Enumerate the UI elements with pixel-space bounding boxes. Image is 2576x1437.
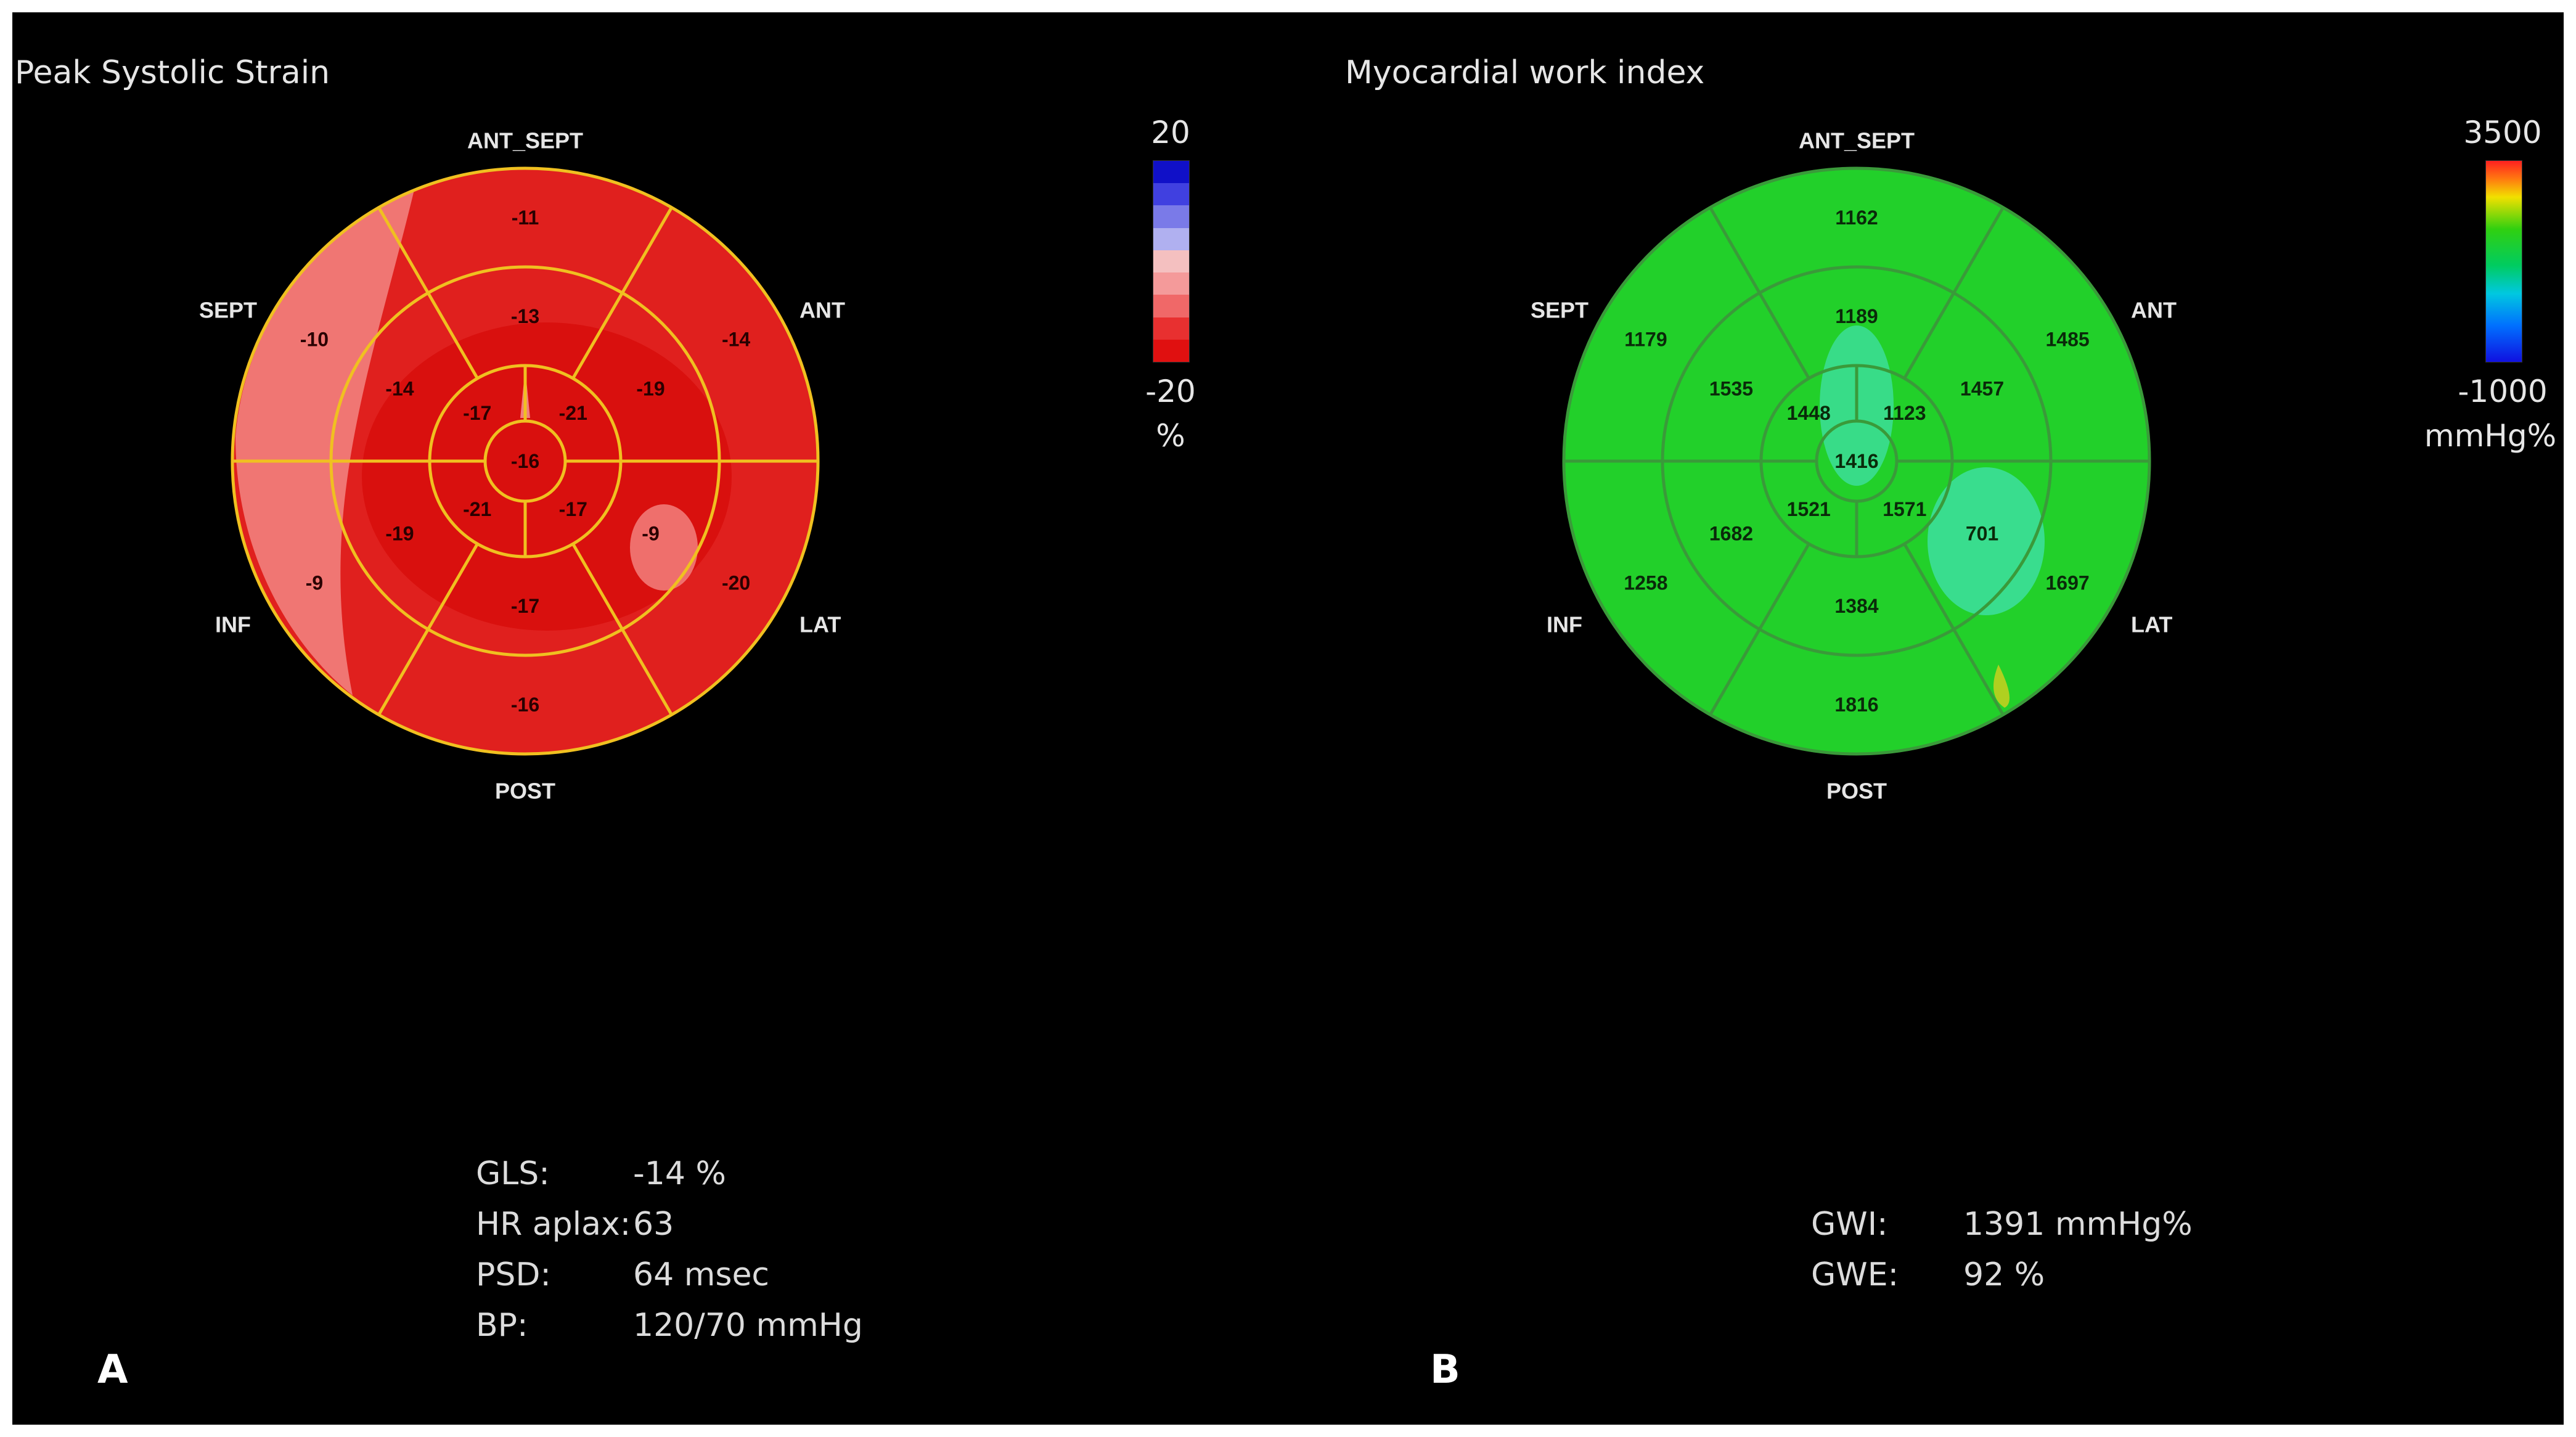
work-label-inf: INF: [1547, 612, 1582, 637]
strain-septal-pale-region: [235, 190, 414, 695]
strain-mid-value: -19: [385, 523, 414, 545]
strain-spoke-outer: [621, 207, 673, 294]
work-colorbar: [2485, 160, 2522, 362]
work-apical-value: 1123: [1883, 402, 1926, 424]
panel-letter-a: A: [97, 1347, 128, 1393]
strain-colorbar: [1153, 160, 1190, 362]
work-basal-value: 1179: [1624, 329, 1667, 351]
work-spoke-outer: [1709, 628, 1761, 716]
stat-value-hr: 63: [633, 1206, 674, 1243]
strain-basal-value: -14: [722, 329, 750, 351]
work-basal-value: 1697: [2045, 572, 2089, 594]
stat-value-gwi: 1391 mmHg%: [1963, 1206, 2193, 1243]
strain-mid-value: -9: [642, 523, 659, 545]
strain-basal-value: -11: [512, 207, 539, 229]
stat-value-bp: 120/70 mmHg: [633, 1307, 863, 1344]
strain-spoke-mid: [571, 542, 624, 631]
stat-label-bp: BP:: [476, 1307, 528, 1344]
strain-spoke-outer: [377, 628, 430, 716]
strain-label-ant-sept: ANT_SEPT: [467, 128, 583, 154]
strain-lateral-pale-spot: [630, 504, 698, 591]
stat-label-hr: HR aplax:: [476, 1206, 631, 1243]
strain-mid-value: -19: [636, 378, 664, 400]
work-apical-value: 1571: [1883, 498, 1926, 520]
strain-apical-value: -21: [559, 402, 587, 424]
work-bullseye: 1162 1485 1697 1816 1258 1179 1189 1457 701 1384 1…: [1562, 166, 2151, 756]
work-basal-value: 1485: [2045, 329, 2089, 351]
strain-apex-value: -16: [511, 450, 539, 472]
stat-value-gwe: 92 %: [1963, 1256, 2045, 1293]
work-mid-value: 1384: [1834, 595, 1878, 617]
strain-basal-value: -16: [511, 694, 539, 716]
strain-label-ant: ANT: [799, 298, 845, 323]
stat-value-psd: 64 msec: [633, 1256, 770, 1293]
strain-spoke-mid: [427, 292, 479, 380]
stat-label-gwi: GWI:: [1811, 1206, 1888, 1243]
stat-label-psd: PSD:: [476, 1256, 551, 1293]
strain-scale-unit: %: [1156, 418, 1185, 454]
work-spoke-mid: [1758, 542, 1810, 631]
strain-spoke-outer: [621, 628, 673, 716]
work-apex-value: 1416: [1834, 450, 1878, 472]
work-mid-value: 1682: [1709, 523, 1753, 545]
stat-label-gls: GLS:: [476, 1155, 550, 1192]
strain-apical-value: -21: [463, 498, 491, 520]
work-spoke-outer: [1952, 207, 2005, 294]
strain-scale-min: -20: [1145, 374, 1196, 409]
work-scale-unit: mmHg%: [2424, 418, 2557, 454]
strain-basal-value: -10: [300, 329, 329, 351]
work-spoke-mid: [1903, 292, 1955, 380]
work-scale-max: 3500: [2463, 115, 2542, 150]
strain-label-inf: INF: [215, 612, 251, 637]
work-mid-value: 1535: [1709, 378, 1753, 400]
work-basal-value: 1816: [1834, 694, 1878, 716]
work-mid-value: 1457: [1960, 378, 2004, 400]
work-label-ant: ANT: [2131, 298, 2177, 323]
work-title: Myocardial work index: [1345, 54, 1705, 91]
strain-bullseye: -11 -14 -20 -16 -9 -10 -13 -19 -9 -17 -19 -14 -21 -17…: [231, 166, 820, 756]
work-basal-value: 1258: [1624, 572, 1667, 594]
strain-label-sept: SEPT: [199, 298, 257, 323]
bullseye-layer: -11 -14 -20 -16 -9 -10 -13 -19 -9 -17 -19 -14 -21 -17…: [199, 128, 2177, 804]
strain-spoke-mid: [427, 542, 479, 631]
work-spoke-mid: [1758, 292, 1810, 380]
work-mid-value: 701: [1966, 523, 1998, 545]
work-label-sept: SEPT: [1531, 298, 1589, 323]
strain-spoke-mid: [571, 292, 624, 380]
stat-value-gls: -14 %: [633, 1155, 726, 1192]
work-label-ant-sept: ANT_SEPT: [1799, 128, 1915, 154]
strain-mid-value: -17: [511, 595, 539, 617]
panel-letter-b: B: [1430, 1347, 1460, 1393]
strain-mid-value: -13: [511, 305, 539, 327]
strain-label-post: POST: [495, 779, 555, 804]
work-apical-value: 1521: [1787, 498, 1831, 520]
work-lateral-cyan-region: [1928, 467, 2045, 615]
work-yellow-edge-spot: [1993, 665, 2010, 708]
strain-spoke-outer: [377, 207, 430, 294]
stat-label-gwe: GWE:: [1811, 1256, 1899, 1293]
work-label-lat: LAT: [2131, 612, 2172, 637]
work-apical-value: 1448: [1787, 402, 1831, 424]
strain-basal-value: -9: [306, 572, 323, 594]
strain-title: Peak Systolic Strain: [15, 54, 330, 91]
strain-basal-value: -20: [722, 572, 750, 594]
strain-scale-max: 20: [1151, 115, 1190, 150]
figure-canvas: -11 -14 -20 -16 -9 -10 -13 -19 -9 -17 -19 -14 -21 -17…: [12, 12, 2564, 1425]
work-basal-value: 1162: [1835, 207, 1878, 229]
strain-apical-value: -17: [463, 402, 491, 424]
work-label-post: POST: [1826, 779, 1887, 804]
work-mid-value: 1189: [1835, 305, 1878, 327]
work-scale-min: -1000: [2458, 374, 2548, 409]
strain-label-lat: LAT: [799, 612, 841, 637]
work-spoke-outer: [1952, 628, 2005, 716]
work-spoke-outer: [1709, 207, 1761, 294]
strain-mid-value: -14: [385, 378, 414, 400]
work-spoke-mid: [1903, 542, 1955, 631]
strain-apical-value: -17: [559, 498, 587, 520]
